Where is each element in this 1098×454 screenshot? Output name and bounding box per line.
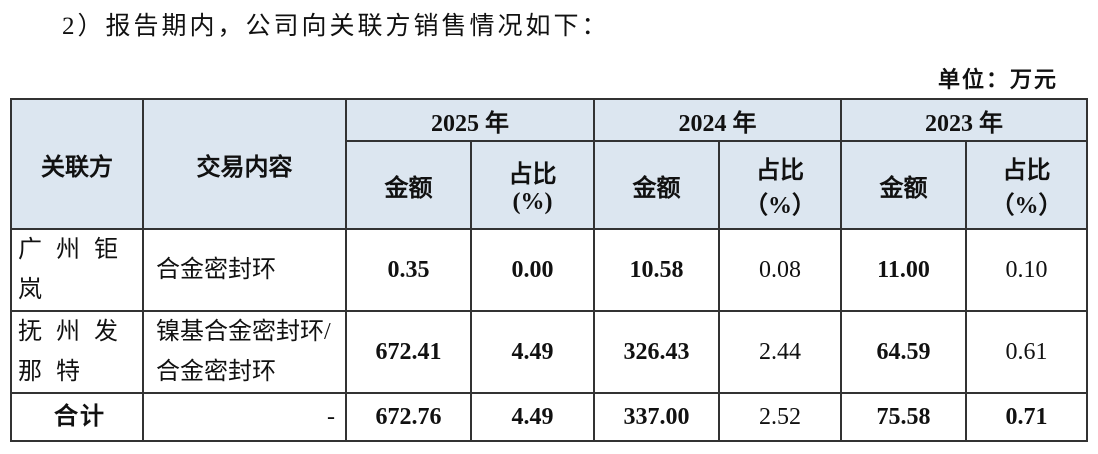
table-cell: 0.71 [965, 392, 1088, 442]
header-cell: 金额 [593, 140, 720, 230]
header-row: 关联方 交易内容 2025 年 2024 年 2023 年 [10, 98, 1088, 230]
table-cell: 广州钜岚 [10, 228, 144, 312]
table-cell: 326.43 [593, 310, 720, 394]
heading: 2）报告期内，公司向关联方销售情况如下： [62, 13, 610, 40]
header-cell: 交易内容 [142, 98, 347, 230]
table-cell: 2.52 [718, 392, 842, 442]
table-row: 抚州发那特 镍基合金密封环/合金密封环 672.41 4.49 326.43 2.44 64… [10, 310, 1088, 394]
header-cell: 关联方 [10, 98, 144, 230]
header-cell: 金额 [345, 140, 472, 230]
table-cell: 0.10 [965, 228, 1088, 312]
table-cell: 镍基合金密封环/合金密封环 [142, 310, 347, 394]
table-cell: 抚州发那特 [10, 310, 144, 394]
header-cell: 占比 （%） [718, 140, 842, 230]
table-cell: 4.49 [470, 310, 595, 394]
table-cell: 合计 [10, 392, 144, 442]
header-line: 占比 [1002, 158, 1051, 184]
year-header: 2025 年 [345, 98, 595, 142]
table-cell: 0.61 [965, 310, 1088, 394]
header-line: （%） [990, 193, 1063, 219]
table-cell: 0.00 [470, 228, 595, 312]
unit-label: 单位：万元 [937, 67, 1058, 92]
header-line: (%) [512, 189, 553, 215]
year-header: 2024 年 [593, 98, 842, 142]
table-cell: 64.59 [840, 310, 967, 394]
table-cell: 337.00 [593, 392, 720, 442]
table-cell: 0.08 [718, 228, 842, 312]
table-cell: 合金密封环 [142, 228, 347, 312]
table-cell: 672.76 [345, 392, 472, 442]
header-line: 占比 [756, 158, 804, 184]
table-cell: 672.41 [345, 310, 472, 394]
table-cell: 4.49 [470, 392, 595, 442]
year-header: 2023 年 [840, 98, 1088, 142]
table-cell: 11.00 [840, 228, 967, 312]
header-line: （%） [744, 193, 816, 219]
header-cell: 占比 (%) [470, 140, 595, 230]
header-row: 金额 占比 (%) 金额 占比 （%） 金额 占比 （%） [11, 140, 1088, 230]
table-cell: 75.58 [840, 392, 967, 442]
related-sales-table: 关联方 交易内容 2025 年 2024 年 2023 年金额 占比 (%) 金额 占比 （%）金… [10, 98, 1088, 442]
table-cell: - [142, 392, 347, 442]
table-cell: 2.44 [718, 310, 842, 394]
table-cell: 0.35 [345, 228, 472, 312]
table-cell: 10.58 [593, 228, 720, 312]
header-cell: 占比 （%） [965, 140, 1088, 230]
table-row: 合计 -672.76 4.49 337.00 2.52 75.58 0.71 [10, 392, 1088, 442]
table-row: 广州钜岚 合金密封环 0.35 0.00 10.58 0.08 11.00 0.10 [10, 228, 1088, 312]
header-cell: 金额 [840, 140, 967, 230]
header-line: 占比 [508, 162, 557, 188]
